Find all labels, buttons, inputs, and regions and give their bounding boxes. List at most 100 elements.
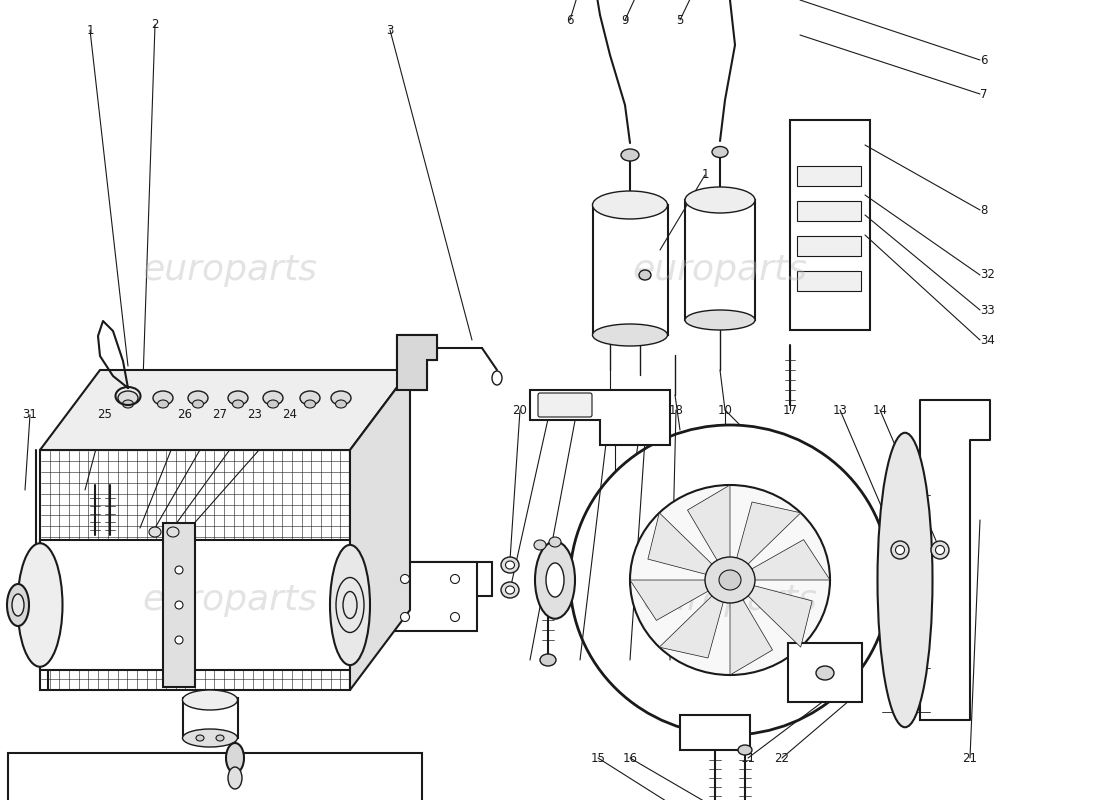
Text: 21: 21: [962, 751, 978, 765]
Ellipse shape: [500, 557, 519, 573]
Ellipse shape: [816, 666, 834, 680]
Ellipse shape: [546, 563, 564, 597]
Ellipse shape: [216, 735, 224, 741]
Ellipse shape: [891, 541, 909, 559]
Ellipse shape: [705, 557, 755, 603]
FancyBboxPatch shape: [798, 166, 861, 186]
Ellipse shape: [232, 400, 243, 408]
Text: 20: 20: [513, 403, 527, 417]
FancyBboxPatch shape: [538, 393, 592, 417]
FancyBboxPatch shape: [163, 523, 195, 687]
Ellipse shape: [228, 767, 242, 789]
Text: europarts: europarts: [632, 253, 807, 287]
Ellipse shape: [506, 586, 515, 594]
Polygon shape: [748, 586, 812, 647]
Polygon shape: [737, 502, 801, 565]
Ellipse shape: [192, 400, 204, 408]
Polygon shape: [751, 540, 830, 580]
Text: 15: 15: [591, 751, 605, 765]
Ellipse shape: [305, 400, 316, 408]
Text: 14: 14: [872, 403, 888, 417]
Text: 13: 13: [833, 403, 847, 417]
FancyBboxPatch shape: [8, 753, 422, 800]
Polygon shape: [530, 390, 670, 445]
Text: 31: 31: [23, 409, 37, 422]
Text: 11: 11: [740, 751, 756, 765]
Text: 10: 10: [717, 403, 733, 417]
Text: 1: 1: [86, 23, 94, 37]
FancyBboxPatch shape: [798, 236, 861, 256]
Ellipse shape: [336, 400, 346, 408]
Ellipse shape: [148, 527, 161, 537]
Polygon shape: [40, 450, 350, 690]
Ellipse shape: [549, 537, 561, 547]
FancyBboxPatch shape: [183, 698, 238, 738]
Text: europarts: europarts: [143, 253, 318, 287]
Ellipse shape: [167, 527, 179, 537]
Ellipse shape: [12, 594, 24, 616]
Ellipse shape: [500, 582, 519, 598]
Ellipse shape: [685, 310, 755, 330]
Ellipse shape: [196, 735, 204, 741]
Ellipse shape: [685, 187, 755, 213]
Polygon shape: [659, 595, 724, 658]
Ellipse shape: [331, 391, 351, 405]
Ellipse shape: [18, 543, 63, 666]
Text: 33: 33: [980, 303, 994, 317]
Ellipse shape: [535, 542, 575, 618]
Text: 34: 34: [980, 334, 994, 346]
Ellipse shape: [506, 561, 515, 569]
Text: europarts: europarts: [143, 583, 318, 617]
Ellipse shape: [639, 270, 651, 280]
Text: 30: 30: [570, 403, 584, 417]
Ellipse shape: [267, 400, 278, 408]
FancyBboxPatch shape: [790, 120, 870, 330]
Text: 5: 5: [676, 14, 684, 26]
Text: 26: 26: [177, 409, 192, 422]
Ellipse shape: [593, 191, 668, 219]
Polygon shape: [40, 370, 410, 450]
Text: 22: 22: [774, 751, 790, 765]
Polygon shape: [680, 715, 750, 750]
Text: 18: 18: [669, 403, 683, 417]
Text: 17: 17: [782, 403, 797, 417]
Text: 27: 27: [212, 409, 228, 422]
Ellipse shape: [400, 574, 409, 583]
Ellipse shape: [263, 391, 283, 405]
Text: 32: 32: [980, 269, 994, 282]
Text: europarts: europarts: [642, 583, 817, 617]
Ellipse shape: [228, 391, 248, 405]
Ellipse shape: [175, 601, 183, 609]
Ellipse shape: [183, 729, 238, 747]
Text: 16: 16: [623, 751, 638, 765]
Text: 4: 4: [636, 423, 644, 437]
Ellipse shape: [175, 566, 183, 574]
Ellipse shape: [630, 485, 830, 675]
Ellipse shape: [157, 400, 168, 408]
Polygon shape: [730, 599, 772, 675]
Ellipse shape: [540, 654, 556, 666]
Ellipse shape: [300, 391, 320, 405]
Text: 1: 1: [702, 169, 708, 182]
Text: 29: 29: [542, 403, 558, 417]
Ellipse shape: [7, 584, 29, 626]
Text: 2: 2: [152, 18, 158, 31]
Ellipse shape: [621, 149, 639, 161]
Text: 12: 12: [603, 403, 617, 417]
FancyBboxPatch shape: [593, 205, 668, 335]
Polygon shape: [630, 580, 708, 620]
Text: 23: 23: [248, 409, 263, 422]
Ellipse shape: [226, 743, 244, 773]
FancyBboxPatch shape: [798, 201, 861, 221]
FancyBboxPatch shape: [788, 643, 862, 702]
Ellipse shape: [122, 400, 133, 408]
Ellipse shape: [534, 540, 546, 550]
Polygon shape: [688, 485, 730, 561]
Text: 25: 25: [98, 409, 112, 422]
Ellipse shape: [878, 433, 933, 727]
Text: 19: 19: [639, 403, 654, 417]
Ellipse shape: [118, 391, 138, 405]
FancyBboxPatch shape: [40, 540, 350, 670]
Text: 6: 6: [566, 14, 574, 26]
Ellipse shape: [400, 613, 409, 622]
